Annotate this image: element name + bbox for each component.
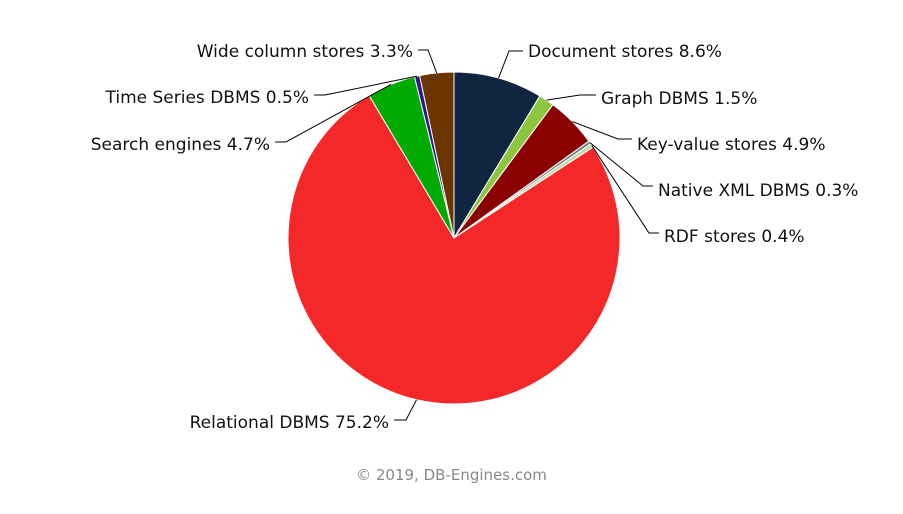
leader-line (394, 399, 417, 421)
leader-line (418, 49, 438, 74)
leader-line (572, 121, 632, 140)
slice-label: Document stores 8.6% (528, 42, 722, 62)
slice-label: Key-value stores 4.9% (637, 135, 826, 155)
leader-line (589, 142, 653, 187)
slice-label: Graph DBMS 1.5% (601, 89, 757, 109)
leader-line (591, 145, 659, 234)
pie-slices (287, 71, 621, 405)
slice-label: Native XML DBMS 0.3% (658, 181, 858, 201)
slice-label: Wide column stores 3.3% (197, 42, 413, 62)
leader-line (275, 83, 392, 143)
credit-text: © 2019, DB-Engines.com (356, 466, 547, 484)
slice-label: Time Series DBMS 0.5% (105, 88, 310, 108)
slice-label: Search engines 4.7% (91, 135, 270, 155)
slice-labels: Document stores 8.6% Graph DBMS 1.5% Key-v… (91, 42, 859, 433)
leader-line (314, 75, 418, 96)
slice-label: RDF stores 0.4% (664, 227, 805, 247)
pie-slice-wide-column-stores[interactable] (419, 71, 455, 239)
slice-label: Relational DBMS 75.2% (190, 413, 389, 433)
label-leaders (275, 49, 659, 421)
leader-line (498, 50, 523, 79)
leader-line (546, 94, 596, 101)
pie-slice-document-stores[interactable] (453, 71, 541, 240)
